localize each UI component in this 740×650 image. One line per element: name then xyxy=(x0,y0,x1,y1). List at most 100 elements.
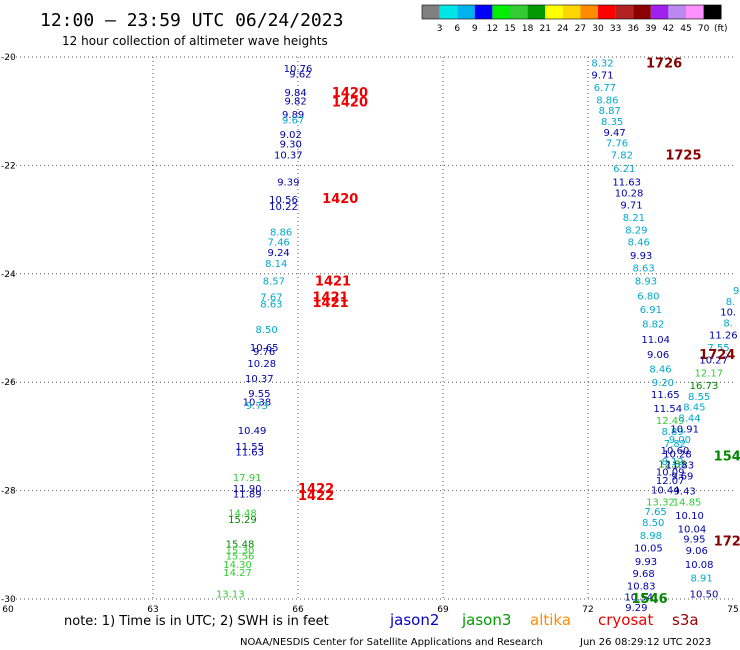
scale-swatch xyxy=(510,5,528,19)
wave-height-label: 8.21 xyxy=(623,213,645,224)
pass-time-label: 1420 xyxy=(332,95,368,110)
x-tick-label: 75 xyxy=(727,605,738,615)
wave-height-label: 8.50 xyxy=(255,325,277,336)
wave-height-label: 12.07 xyxy=(656,476,685,487)
wave-height-label: 10.28 xyxy=(247,359,276,370)
scale-swatch xyxy=(703,5,722,19)
pass-time-label: 1726 xyxy=(646,56,682,71)
wave-height-label: 8.93 xyxy=(635,276,657,287)
wave-height-label: 10.91 xyxy=(670,424,699,435)
scale-swatch xyxy=(668,5,686,19)
pass-time-label: 1422 xyxy=(298,489,334,504)
wave-height-label: 9.30 xyxy=(280,140,302,151)
wave-height-label: 8.86 xyxy=(270,228,292,239)
wave-height-label: 10.09 xyxy=(656,468,685,479)
pass-time-label: 1421 xyxy=(313,291,349,306)
wave-height-label: 9.47 xyxy=(603,128,625,139)
wave-height-label: 9.62 xyxy=(289,69,311,80)
wave-height-label: 9.76 xyxy=(253,347,275,358)
scale-swatch xyxy=(492,5,510,19)
wave-height-label: 10.10 xyxy=(675,511,704,522)
wave-height-label: 10.65 xyxy=(250,343,279,354)
wave-height-label: 10.54 xyxy=(624,592,653,603)
scale-label: 33 xyxy=(610,24,621,34)
wave-height-label: 8. xyxy=(723,319,733,330)
scale-border xyxy=(421,4,722,20)
scale-label: 9 xyxy=(472,24,478,34)
pass-time-label: 172 xyxy=(714,534,740,549)
wave-height-label: 10.28 xyxy=(615,189,644,200)
y-tick-label: -20 xyxy=(1,53,16,63)
wave-height-label: 11.63 xyxy=(235,448,264,459)
color-scale: 3 6 9 12 15 18 21 24 27 30 33 36 39 42 45 70 xyxy=(421,4,722,34)
wave-height-label: 9.55 xyxy=(248,389,270,400)
scale-label: 39 xyxy=(645,24,657,34)
wave-height-label: 10.60 xyxy=(661,446,690,457)
wave-height-label: 11.90 xyxy=(233,484,262,495)
wave-height-label: 8.29 xyxy=(625,225,647,236)
footer-credit: NOAA/NESDIS Center for Satellite Applica… xyxy=(240,637,543,648)
satellite-altika: altika xyxy=(530,611,571,629)
wave-height-label: 7.76 xyxy=(606,139,628,150)
wave-height-label: 8.46 xyxy=(628,237,650,248)
wave-height-points: 10.769.629.849.829.899.679.029.3010.379.… xyxy=(216,58,740,614)
wave-height-label: 8.57 xyxy=(263,276,285,287)
y-tick-label: -26 xyxy=(1,378,16,388)
satellite-legend: jason2 jason3 altika cryosat s3a xyxy=(389,611,699,629)
wave-height-label: 6.80 xyxy=(637,291,659,302)
y-tick-label: -22 xyxy=(1,161,16,171)
wave-height-label: 8. xyxy=(726,297,736,308)
wave-height-label: 8.86 xyxy=(596,95,618,106)
wave-height-label: 9. xyxy=(733,286,740,297)
wave-height-label: 8.98 xyxy=(640,531,662,542)
x-tick-label: 66 xyxy=(292,605,304,615)
y-tick-label: -24 xyxy=(1,270,16,280)
x-tick-label: 72 xyxy=(582,605,593,615)
wave-height-label: 15.29 xyxy=(228,515,257,526)
wave-height-label: 7.55 xyxy=(707,343,729,354)
pass-time-label: 1420 xyxy=(322,192,358,207)
wave-height-label: 10.04 xyxy=(678,525,707,536)
scale-swatch xyxy=(474,5,493,19)
pass-time-label: 1724 xyxy=(699,348,735,363)
wave-height-label: 8.63 xyxy=(632,263,654,274)
wave-height-label: 10.50 xyxy=(690,590,719,601)
wave-height-label: 10.08 xyxy=(685,560,714,571)
wave-height-label: 8.12 xyxy=(661,457,683,468)
wave-height-label: 8.50 xyxy=(642,518,664,529)
scale-swatch xyxy=(527,5,546,19)
footer-timestamp: Jun 26 08:29:12 UTC 2023 xyxy=(579,637,711,648)
scale-swatch xyxy=(580,5,598,19)
footer-note: note: 1) Time is in UTC; 2) SWH is in fe… xyxy=(64,614,329,629)
color-scale-unit: (ft) xyxy=(714,24,728,34)
wave-height-label: 9.00 xyxy=(669,435,691,446)
wave-height-label: 15.30 xyxy=(226,546,255,557)
wave-height-label: 9.06 xyxy=(647,350,669,361)
wave-height-label: 9.43 xyxy=(674,487,696,498)
wave-height-label: 10.56 xyxy=(269,195,298,206)
wave-height-label: 8.63 xyxy=(260,300,282,311)
wave-height-label: 7.46 xyxy=(268,237,290,248)
wave-height-label: 8.89 xyxy=(661,427,683,438)
wave-height-label: 10.83 xyxy=(627,581,656,592)
scale-swatch xyxy=(439,5,458,19)
wave-height-label: 10.38 xyxy=(243,398,272,409)
wave-height-label: 11.89 xyxy=(233,489,262,500)
scale-swatch xyxy=(545,5,563,19)
wave-height-label: 9.29 xyxy=(625,603,647,614)
scale-swatch xyxy=(422,5,440,19)
wave-height-label: 14.85 xyxy=(673,497,702,508)
wave-height-label: 9.68 xyxy=(632,569,654,580)
wave-height-label: 14.27 xyxy=(223,568,252,579)
wave-height-label: 10.05 xyxy=(634,544,663,555)
scale-swatch xyxy=(562,5,581,19)
wave-height-label: 8.46 xyxy=(649,365,671,376)
wave-height-label: 8.82 xyxy=(642,320,664,331)
wave-height-label: 7.82 xyxy=(664,439,686,450)
wave-height-label: 8.44 xyxy=(678,413,700,424)
wave-height-label: 10.22 xyxy=(269,202,298,213)
scale-swatch xyxy=(598,5,616,19)
wave-height-label: 12.49 xyxy=(656,416,685,427)
wave-height-label: 11.04 xyxy=(641,335,670,346)
